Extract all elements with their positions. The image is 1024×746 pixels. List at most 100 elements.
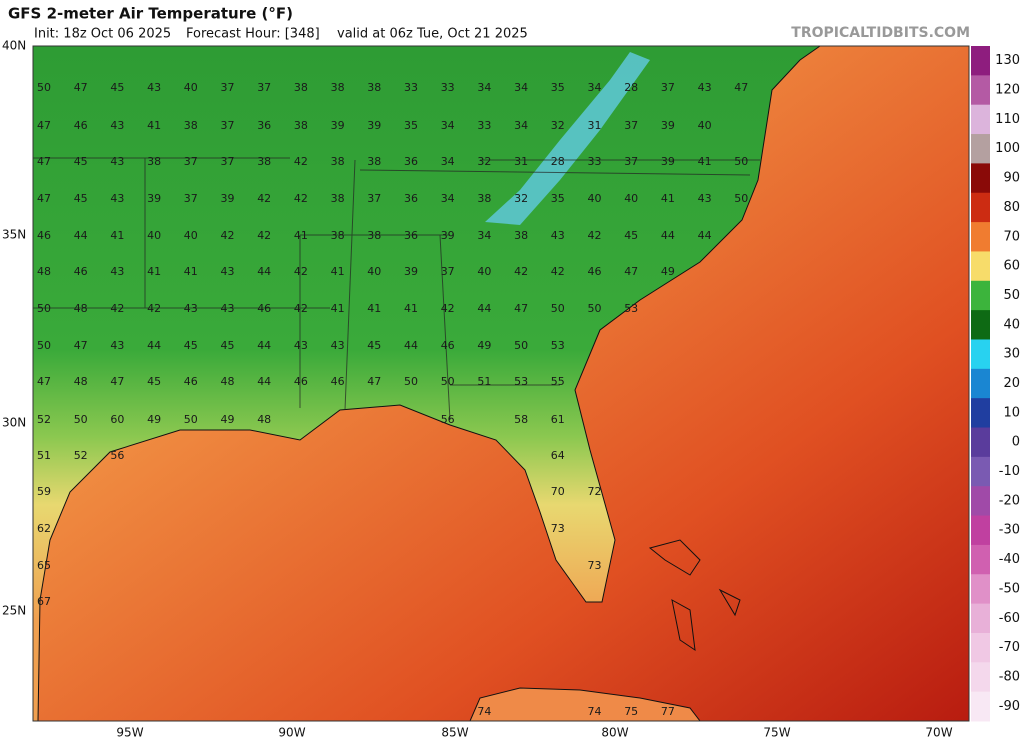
colorbar-label: 110	[995, 112, 1020, 127]
temperature-label: 55	[551, 375, 565, 388]
colorbar-segment	[971, 486, 990, 517]
colorbar-segment	[971, 398, 990, 429]
temperature-label: 45	[184, 339, 198, 352]
temperature-label: 43	[551, 229, 565, 242]
temperature-label: 44	[404, 339, 418, 352]
temperature-label: 40	[588, 192, 602, 205]
temperature-label: 37	[257, 81, 271, 94]
temperature-label: 39	[147, 192, 161, 205]
colorbar-label: 40	[1003, 317, 1020, 332]
temperature-label: 73	[588, 559, 602, 572]
colorbar-label: -20	[999, 493, 1020, 508]
temperature-label: 49	[661, 265, 675, 278]
colorbar-segment	[971, 192, 990, 223]
temperature-label: 40	[147, 229, 161, 242]
temperature-label: 53	[514, 375, 528, 388]
temperature-label: 41	[404, 302, 418, 315]
temperature-label: 52	[37, 413, 51, 426]
longitude-label: 85W	[441, 726, 468, 740]
temperature-label: 42	[441, 302, 455, 315]
temperature-label: 37	[184, 192, 198, 205]
colorbar-label: -40	[999, 552, 1020, 567]
longitude-label: 75W	[763, 726, 790, 740]
longitude-label: 70W	[925, 726, 952, 740]
temperature-label: 44	[477, 302, 491, 315]
temperature-label: 38	[257, 155, 271, 168]
colorbar-label: 60	[1003, 259, 1020, 274]
longitude-label: 80W	[601, 726, 628, 740]
temperature-label: 51	[477, 375, 491, 388]
colorbar-segment	[971, 280, 990, 311]
temperature-label: 39	[661, 119, 675, 132]
temperature-label: 46	[331, 375, 345, 388]
temperature-label: 50	[588, 302, 602, 315]
temperature-label: 37	[367, 192, 381, 205]
temperature-label: 43	[331, 339, 345, 352]
latitude-label: 40N	[2, 39, 26, 53]
temperature-label: 46	[294, 375, 308, 388]
colorbar-label: 130	[995, 53, 1020, 68]
temperature-label: 42	[257, 192, 271, 205]
temperature-label: 48	[74, 302, 88, 315]
temperature-label: 44	[257, 375, 271, 388]
colorbar-segment	[971, 691, 990, 722]
latitude-label: 25N	[2, 604, 26, 618]
temperature-label: 38	[514, 229, 528, 242]
colorbar-label: 100	[995, 141, 1020, 156]
init-time: Init: 18z Oct 06 2025	[34, 27, 171, 42]
temperature-label: 37	[221, 155, 235, 168]
colorbar-label: 10	[1003, 405, 1020, 420]
temperature-label: 32	[477, 155, 491, 168]
temperature-label: 41	[661, 192, 675, 205]
temperature-label: 47	[37, 375, 51, 388]
state-borders	[33, 157, 760, 421]
colorbar-segment	[971, 368, 990, 399]
temperature-label: 40	[624, 192, 638, 205]
temperature-label: 39	[367, 119, 381, 132]
temperature-label: 34	[441, 119, 455, 132]
temperature-label: 48	[74, 375, 88, 388]
temperature-label: 31	[588, 119, 602, 132]
temperature-label: 65	[37, 559, 51, 572]
temperature-label: 47	[624, 265, 638, 278]
temperature-label: 74	[477, 705, 491, 718]
temperature-label: 39	[404, 265, 418, 278]
colorbar-segment	[971, 134, 990, 164]
temperature-label: 41	[294, 229, 308, 242]
temperature-label: 38	[331, 155, 345, 168]
temperature-label: 50	[404, 375, 418, 388]
temperature-label: 70	[551, 485, 565, 498]
temperature-label: 45	[367, 339, 381, 352]
temperature-label: 50	[441, 375, 455, 388]
temperature-label: 75	[624, 705, 638, 718]
temperature-label: 43	[221, 302, 235, 315]
temperature-label: 47	[37, 119, 51, 132]
temperature-label: 37	[221, 119, 235, 132]
temperature-label: 50	[37, 302, 51, 315]
title: GFS 2-meter Air Temperature (°F)	[8, 5, 293, 23]
colorbar-label: 30	[1003, 347, 1020, 362]
longitude-label: 90W	[278, 726, 305, 740]
temperature-label: 37	[184, 155, 198, 168]
temperature-label: 43	[294, 339, 308, 352]
temperature-label: 40	[184, 81, 198, 94]
colorbar-segment	[971, 310, 990, 340]
colorbar-segment	[971, 251, 990, 282]
temperature-label: 39	[221, 192, 235, 205]
temperature-label: 37	[661, 81, 675, 94]
colorbar-segment	[971, 222, 990, 252]
temperature-label: 32	[514, 192, 528, 205]
temperature-label: 28	[624, 81, 638, 94]
temperature-label: 41	[184, 265, 198, 278]
colorbar-label: -30	[999, 523, 1020, 538]
temperature-label: 38	[294, 81, 308, 94]
temperature-label: 43	[221, 265, 235, 278]
temperature-label: 64	[551, 449, 565, 462]
colorbar-label: -60	[999, 611, 1020, 626]
temperature-label: 35	[404, 119, 418, 132]
temperature-label: 50	[551, 302, 565, 315]
temperature-label: 42	[551, 265, 565, 278]
temperature-label: 46	[74, 119, 88, 132]
temperature-label: 38	[331, 192, 345, 205]
